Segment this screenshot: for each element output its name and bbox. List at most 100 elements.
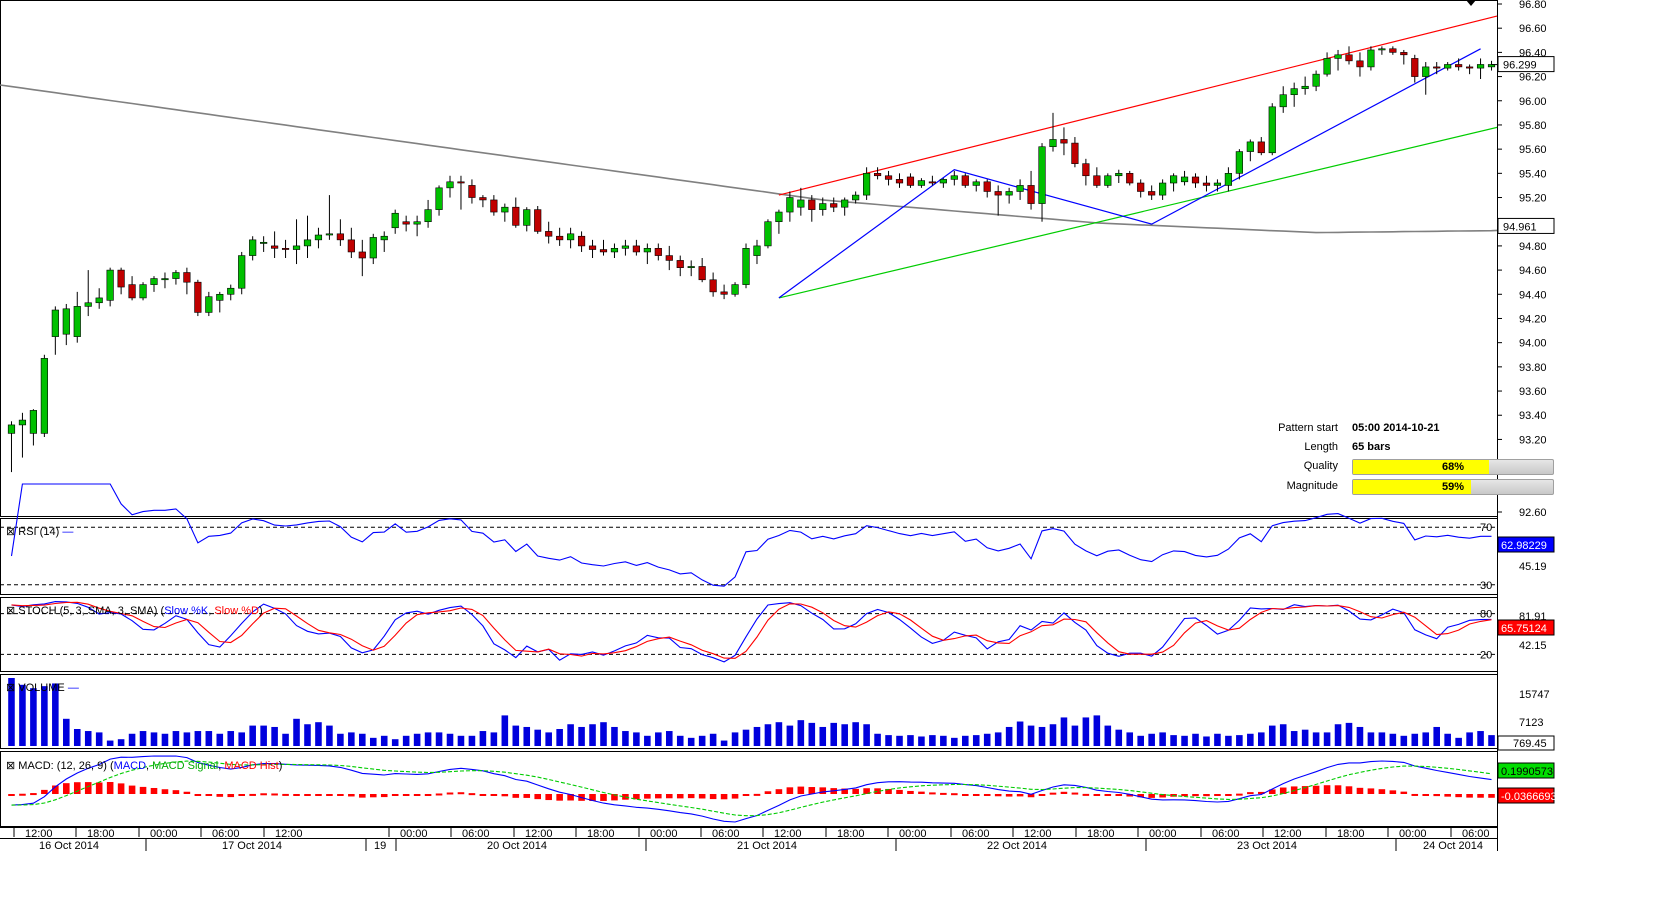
volume-bar <box>84 731 92 746</box>
macd-hist-bar <box>1367 788 1375 794</box>
volume-bar <box>1389 733 1397 746</box>
bearish-candle <box>183 272 191 283</box>
volume-bar <box>523 726 531 746</box>
bullish-candle <box>1312 73 1320 87</box>
bullish-candle <box>29 410 37 434</box>
volume-tick-label: 7123 <box>1519 717 1543 729</box>
rsi-value-box <box>1497 536 1555 553</box>
macd-hist-bar <box>227 794 235 798</box>
volume-bar <box>753 726 761 746</box>
stoch-tick-label: 42.15 <box>1519 640 1547 652</box>
time-label: 06:00 <box>462 828 490 840</box>
bearish-candle <box>654 248 662 256</box>
volume-bar <box>556 729 563 746</box>
macd-hist-bar <box>183 791 191 794</box>
bullish-candle <box>742 248 750 285</box>
bullish-candle <box>939 179 947 184</box>
price-tick-label: 94.20 <box>1519 313 1547 325</box>
macd-hist-bar <box>1466 794 1473 798</box>
bullish-candle <box>1334 54 1342 59</box>
quality-bar: 68% <box>1352 459 1554 475</box>
macd-hist-bar <box>852 788 859 794</box>
volume-bar <box>600 722 607 746</box>
bearish-candle <box>906 176 915 186</box>
volume-bar <box>380 735 388 746</box>
macd-hist-bar <box>216 794 224 797</box>
volume-bar <box>1312 732 1320 746</box>
bullish-candle <box>380 235 388 241</box>
length-label: Length <box>1304 441 1338 453</box>
bearish-candle <box>545 231 553 237</box>
macd-hist-bar <box>205 794 213 796</box>
pattern-start-label: Pattern start <box>1278 422 1338 434</box>
volume-bar <box>633 732 640 746</box>
bullish-candle <box>1115 173 1123 177</box>
volume-bar <box>918 736 925 746</box>
macd-hist-bar <box>885 788 892 794</box>
bearish-candle <box>884 175 893 180</box>
bearish-candle <box>676 260 684 268</box>
macd-hist-bar <box>1389 790 1397 794</box>
bullish-candle <box>1235 151 1243 174</box>
bearish-candle <box>1455 64 1463 68</box>
close-box-icon[interactable]: ⊠ <box>6 605 16 617</box>
macd-hist-bar <box>1356 787 1364 794</box>
volume-bar <box>1126 732 1134 746</box>
bearish-candle <box>961 175 969 186</box>
bullish-candle <box>18 419 27 426</box>
stoch-d-legend: Slow %D <box>214 605 259 617</box>
bullish-candle <box>610 248 619 253</box>
volume-bar <box>1170 735 1177 746</box>
bullish-candle <box>1159 182 1167 196</box>
volume-bar <box>709 733 717 746</box>
macd-hist-bar <box>1301 786 1309 794</box>
volume-bar <box>1181 735 1188 746</box>
scroll-marker-icon <box>1466 0 1476 6</box>
volume-bar <box>30 688 37 746</box>
price-tick-label: 95.60 <box>1519 144 1547 156</box>
bearish-candle <box>1202 182 1211 186</box>
bullish-candle <box>292 245 301 250</box>
bullish-candle <box>1038 146 1046 204</box>
volume-bar <box>589 724 596 746</box>
bullish-candle <box>852 194 860 201</box>
bullish-candle <box>1213 182 1222 186</box>
bearish-candle <box>895 179 904 184</box>
volume-bar <box>249 725 256 746</box>
macd-hist-bar <box>665 794 673 799</box>
bullish-candle <box>950 175 958 180</box>
volume-legend-line: — <box>67 682 79 694</box>
close-box-icon[interactable]: ⊠ <box>6 682 16 694</box>
macd-hist-bar <box>1433 794 1440 797</box>
volume-bar <box>907 735 914 746</box>
bullish-candle <box>1224 173 1232 186</box>
volume-bar <box>1477 731 1484 746</box>
time-label: 00:00 <box>150 828 178 840</box>
close-box-icon[interactable]: ⊠ <box>6 526 16 538</box>
volume-bar <box>139 731 147 746</box>
bullish-candle <box>1290 88 1298 96</box>
volume-bar <box>216 733 224 746</box>
macd-hist-bar <box>52 785 59 794</box>
bearish-candle <box>665 255 673 261</box>
volume-bar <box>1488 735 1495 746</box>
volume-bar <box>435 732 443 746</box>
volume-bar <box>676 735 684 746</box>
quality-value: 68% <box>1441 461 1465 473</box>
bearish-candle <box>709 279 717 293</box>
macd-hist-bar <box>786 787 794 794</box>
volume-bar <box>797 720 805 746</box>
close-box-icon[interactable]: ⊠ <box>6 760 16 772</box>
volume-bar <box>983 733 991 746</box>
time-label: 18:00 <box>837 828 865 840</box>
magnitude-bar-fill <box>1353 480 1471 494</box>
date-label: 17 Oct 2014 <box>222 840 282 852</box>
bearish-candle <box>1126 173 1134 184</box>
stoch-tick-label: 20 <box>1480 649 1492 661</box>
time-label: 12:00 <box>275 828 303 840</box>
bullish-candle <box>1279 94 1287 108</box>
time-label: 06:00 <box>962 828 990 840</box>
macd-signal-line <box>11 760 1492 817</box>
